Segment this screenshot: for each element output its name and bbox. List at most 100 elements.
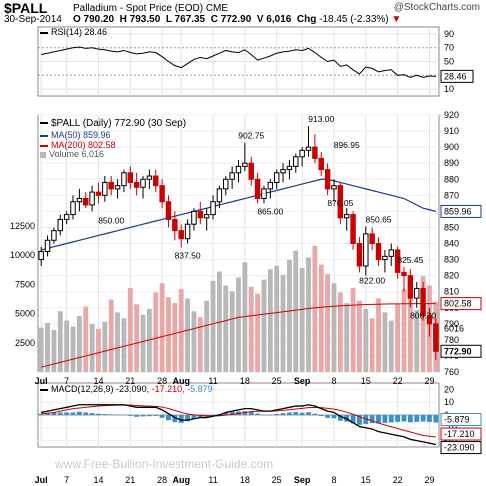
rsi-swatch bbox=[40, 31, 48, 34]
candle-body bbox=[114, 185, 121, 190]
price-annotation: 896.95 bbox=[334, 140, 360, 150]
macd-last-box bbox=[440, 441, 482, 455]
candle-body bbox=[216, 188, 223, 203]
macd-histogram-bar bbox=[89, 413, 95, 415]
macd-histogram-bar bbox=[299, 412, 305, 415]
macd-histogram-bar bbox=[115, 414, 120, 416]
price-tick-label: 820 bbox=[444, 271, 459, 281]
candle-body bbox=[369, 233, 375, 245]
candle-body bbox=[407, 275, 414, 299]
volume-bar bbox=[318, 264, 324, 372]
chart-symbol: $PALL bbox=[4, 0, 48, 16]
macd-histogram-bar bbox=[427, 415, 432, 422]
histogram-value: -5.879 bbox=[187, 384, 213, 394]
volume-bar bbox=[382, 312, 388, 372]
price-annotation: 837.50 bbox=[175, 251, 201, 261]
volume-bar bbox=[76, 315, 82, 372]
price-tick-label: 920 bbox=[444, 110, 459, 120]
macd-histogram-bar bbox=[121, 414, 127, 416]
macd-histogram-bar bbox=[64, 412, 70, 415]
x-axis-label-top: Jul bbox=[35, 376, 48, 386]
candle-body bbox=[83, 198, 89, 206]
macd-tick-label: -20 bbox=[444, 436, 457, 446]
macd-histogram-bar bbox=[287, 412, 292, 415]
rsi-last-box bbox=[440, 69, 474, 83]
volume-bar bbox=[83, 306, 89, 372]
exchange: CME bbox=[205, 3, 229, 14]
candle-body bbox=[280, 169, 286, 174]
volume-bar bbox=[210, 280, 216, 372]
volume-bar bbox=[350, 287, 356, 372]
ma50-swatch bbox=[40, 134, 48, 137]
macd-swatch bbox=[40, 388, 48, 391]
signal-last-box bbox=[440, 427, 482, 441]
candle-body bbox=[388, 249, 394, 257]
price-swatch bbox=[40, 122, 48, 125]
x-axis-label-bottom: 14 bbox=[93, 475, 103, 485]
rsi-tick-label: 50 bbox=[444, 57, 454, 67]
candle-body bbox=[293, 156, 299, 167]
price-tick-label: 840 bbox=[444, 239, 459, 249]
volume-bar bbox=[159, 283, 165, 372]
macd-legend: MACD(12,26,9) -23.090, -17.210, -5.879 bbox=[40, 384, 213, 394]
volume-bar bbox=[344, 303, 350, 372]
candle-body bbox=[165, 201, 172, 220]
candle-body bbox=[401, 271, 407, 277]
price-tick-label: 910 bbox=[444, 126, 459, 136]
volume-bar bbox=[127, 287, 133, 372]
volume-bar bbox=[197, 317, 203, 372]
volume-bar bbox=[337, 292, 343, 372]
candle-body bbox=[210, 201, 216, 216]
volume-bar bbox=[331, 283, 337, 372]
volume-bar bbox=[306, 257, 311, 372]
volume-tick-label: 7500 bbox=[15, 279, 35, 289]
macd-histogram-bar bbox=[45, 413, 50, 415]
macd-histogram-bar bbox=[185, 415, 190, 422]
candle-body bbox=[337, 185, 344, 219]
volume-bar bbox=[121, 318, 127, 372]
volume-bar bbox=[293, 250, 299, 372]
price-tick-label: 850 bbox=[444, 222, 459, 232]
rsi-last-label: 28.46 bbox=[444, 71, 467, 81]
macd-histogram-bar bbox=[395, 415, 401, 422]
candle-body bbox=[44, 239, 51, 253]
price-annotation: 800.30 bbox=[410, 310, 436, 320]
candle-body bbox=[191, 210, 197, 225]
macd-signal-line bbox=[41, 404, 436, 438]
macd-tick-label: 10 bbox=[444, 397, 454, 407]
price-annotation: 850.00 bbox=[98, 215, 124, 225]
candle-body bbox=[420, 287, 426, 317]
volume-bar bbox=[229, 291, 235, 372]
candle-body bbox=[375, 243, 382, 261]
candle-body bbox=[242, 162, 248, 167]
candle-body bbox=[89, 191, 95, 206]
volume-bar bbox=[45, 322, 50, 372]
volume-bar bbox=[325, 273, 331, 372]
rsi-tick-label: 90 bbox=[444, 29, 454, 39]
hist-last-box bbox=[440, 413, 482, 427]
candle-body bbox=[229, 172, 235, 180]
x-axis-label-top: 7 bbox=[64, 376, 69, 386]
volume-bar bbox=[287, 259, 292, 372]
x-axis-label-top: 11 bbox=[208, 376, 217, 386]
price-tick-label: 790 bbox=[444, 319, 459, 329]
candle-body bbox=[108, 181, 114, 190]
ma50-line bbox=[41, 178, 436, 251]
macd-histogram-bar bbox=[337, 415, 343, 421]
instrument-name: Palladium - Spot Price (EOD) CME bbox=[73, 3, 228, 14]
price-annotation: 902.75 bbox=[238, 131, 264, 141]
macd-histogram-bar bbox=[57, 412, 63, 415]
macd-last-label: -23.090 bbox=[444, 443, 475, 453]
stockcharts-credit[interactable]: @StockCharts.com bbox=[393, 2, 480, 13]
macd-histogram-bar bbox=[312, 413, 318, 415]
macd-histogram-bar bbox=[267, 415, 273, 416]
macd-histogram-bar bbox=[197, 415, 203, 418]
candle-body bbox=[261, 188, 267, 200]
candle-body bbox=[51, 230, 57, 241]
macd-histogram-bar bbox=[96, 413, 101, 415]
macd-histogram-bar bbox=[51, 412, 57, 415]
quote-line: 30-Sep-2014 O 790.20 H 793.50 L 767.35 C… bbox=[4, 14, 401, 25]
price-tick-label: 810 bbox=[444, 287, 459, 297]
volume-bar bbox=[267, 269, 273, 372]
x-axis-label-bottom: 7 bbox=[64, 475, 69, 485]
